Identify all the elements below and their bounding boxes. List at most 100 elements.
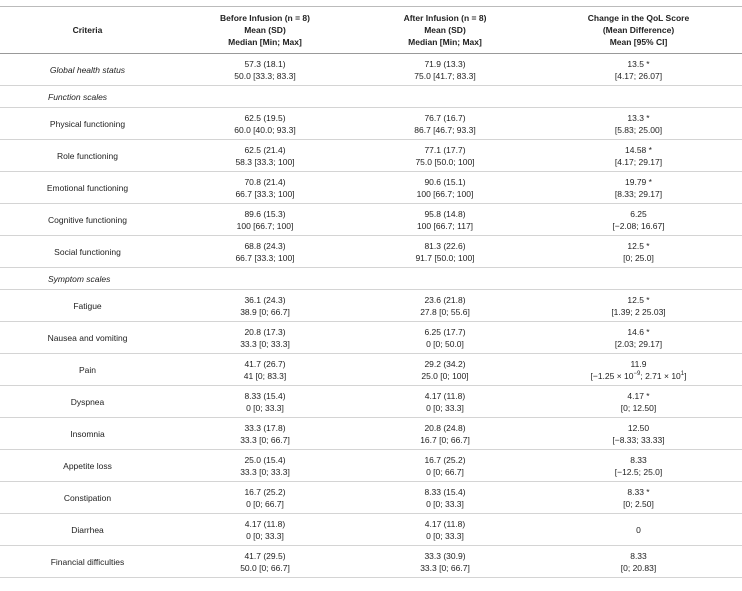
cell-line: 91.7 [50.0; 100] [415, 252, 475, 263]
cell-line: 13.3 * [627, 112, 650, 123]
text-part: ; 2.71 × 10 [640, 370, 681, 381]
cell-line: Change in the QoL Score [587, 13, 690, 23]
value-cell: 8.33 (15.4) 0 [0; 33.3] [175, 385, 355, 418]
cell-line: Mean (SD) [244, 25, 286, 35]
table-row: Social functioning 68.8 (24.3) 66.7 [33.3;… [0, 235, 742, 268]
criteria-cell: Dyspnea [0, 385, 175, 418]
value-cell: 89.6 (15.3) 100 [66.7; 100] [175, 203, 355, 236]
cell-line: 33.3 (17.8) [244, 422, 286, 433]
criteria-cell: Appetite loss [0, 449, 175, 482]
criteria-cell: Nausea and vomiting [0, 321, 175, 354]
cell-line: [−1.25 × 10−9; 2.71 × 101] [535, 370, 742, 382]
table-row: Physical functioning 62.5 (19.5) 60.0 [40.… [0, 107, 742, 140]
table-row: Constipation 16.7 (25.2) 0 [0; 66.7] 8.33 (… [0, 481, 742, 514]
table-row: Insomnia 33.3 (17.8) 33.3 [0; 66.7] 20.8 (2… [0, 417, 742, 450]
cell-line: 41.7 (26.7) [244, 358, 286, 369]
value-cell: 62.5 (21.4) 58.3 [33.3; 100] [175, 139, 355, 172]
header-row: Criteria Before Infusion (n = 8) Mean (SD)… [0, 6, 742, 54]
cell-line: 33.3 [0; 66.7] [420, 562, 470, 573]
cell-line: 6.25 (17.7) [424, 326, 466, 337]
cell-line: 4.17 (11.8) [424, 518, 466, 529]
criteria-cell: Pain [0, 353, 175, 386]
section-label: Symptom scales [0, 267, 742, 290]
cell-line: [4.17; 29.17] [614, 156, 663, 167]
cell-line: 25.0 (15.4) [244, 454, 286, 465]
cell-line: [2.03; 29.17] [614, 338, 663, 349]
cell-line: 0 [0; 66.7] [426, 466, 464, 477]
cell-line: 23.6 (21.8) [424, 294, 466, 305]
table-row: Global health status 57.3 (18.1) 50.0 [33.… [0, 53, 742, 86]
value-cell: 41.7 (26.7) 41 [0; 83.3] [175, 353, 355, 386]
value-cell: 8.33 [0; 20.83] [535, 545, 742, 578]
cell-line: 70.8 (21.4) [244, 176, 286, 187]
cell-line: 62.5 (19.5) [244, 112, 286, 123]
cell-line: 20.8 (17.3) [244, 326, 286, 337]
value-cell: 20.8 (17.3) 33.3 [0; 33.3] [175, 321, 355, 354]
criteria-cell: Physical functioning [0, 107, 175, 140]
value-cell: 68.8 (24.3) 66.7 [33.3; 100] [175, 235, 355, 268]
cell-line: 29.2 (34.2) [424, 358, 466, 369]
value-cell: 8.33 * [0; 2.50] [535, 481, 742, 514]
value-cell: 12.50 [−8.33; 33.33] [535, 417, 742, 450]
cell-line: 50.0 [33.3; 83.3] [234, 70, 296, 81]
cell-line: [−2.08; 16.67] [612, 220, 665, 231]
cell-line: Median [Min; Max] [228, 37, 302, 47]
cell-line: [1.39; 2 25.03] [611, 306, 666, 317]
cell-line: 33.3 [0; 33.3] [240, 338, 290, 349]
table-row: Function scales [0, 85, 742, 108]
value-cell: 6.25 [−2.08; 16.67] [535, 203, 742, 236]
superscript: 1 [680, 370, 685, 377]
table-row: Dyspnea 8.33 (15.4) 0 [0; 33.3] 4.17 (11.8)… [0, 385, 742, 418]
value-cell: 25.0 (15.4) 33.3 [0; 33.3] [175, 449, 355, 482]
cell-line: 41.7 (29.5) [244, 550, 286, 561]
cell-line: [4.17; 26.07] [614, 70, 663, 81]
cell-line: 75.0 [41.7; 83.3] [414, 70, 476, 81]
value-cell: 13.3 * [5.83; 25.00] [535, 107, 742, 140]
value-cell: 57.3 (18.1) 50.0 [33.3; 83.3] [175, 53, 355, 86]
value-cell: 12.5 * [0; 25.0] [535, 235, 742, 268]
criteria-cell: Insomnia [0, 417, 175, 450]
value-cell: 77.1 (17.7) 75.0 [50.0; 100] [355, 139, 535, 172]
cell-line: 86.7 [46.7; 93.3] [414, 124, 476, 135]
value-cell: 76.7 (16.7) 86.7 [46.7; 93.3] [355, 107, 535, 140]
cell-line: 0 [0; 33.3] [426, 402, 464, 413]
cell-line: 58.3 [33.3; 100] [235, 156, 295, 167]
cell-line: 11.9 [630, 358, 647, 369]
cell-line: 66.7 [33.3; 100] [235, 252, 295, 263]
cell-line: [0; 20.83] [620, 562, 657, 573]
cell-line: 38.9 [0; 66.7] [240, 306, 290, 317]
value-cell: 4.17 (11.8) 0 [0; 33.3] [355, 385, 535, 418]
cell-line: [5.83; 25.00] [614, 124, 663, 135]
cell-line: [0; 12.50] [620, 402, 657, 413]
table-row: Symptom scales [0, 267, 742, 290]
value-cell: 23.6 (21.8) 27.8 [0; 55.6] [355, 289, 535, 322]
cell-line: 60.0 [40.0; 93.3] [234, 124, 296, 135]
value-cell: 8.33 (15.4) 0 [0; 33.3] [355, 481, 535, 514]
cell-line: 76.7 (16.7) [424, 112, 466, 123]
cell-line: [8.33; 29.17] [614, 188, 663, 199]
text-part: [−1.25 × 10 [590, 370, 634, 381]
value-cell: 95.8 (14.8) 100 [66.7; 117] [355, 203, 535, 236]
cell-line: 16.7 (25.2) [244, 486, 286, 497]
cell-line: [−12.5; 25.0] [614, 466, 663, 477]
cell-line: 36.1 (24.3) [244, 294, 286, 305]
value-cell: 0 [535, 513, 742, 546]
header-cell: Change in the QoL Score (Mean Difference)… [535, 6, 742, 54]
superscript: −9 [633, 370, 641, 377]
cell-line: 68.8 (24.3) [244, 240, 286, 251]
value-cell: 29.2 (34.2) 25.0 [0; 100] [355, 353, 535, 386]
value-cell: 12.5 * [1.39; 2 25.03] [535, 289, 742, 322]
table-row: Cognitive functioning 89.6 (15.3) 100 [66.… [0, 203, 742, 236]
criteria-cell: Emotional functioning [0, 171, 175, 204]
cell-line: 25.0 [0; 100] [421, 370, 469, 381]
value-cell: 14.58 * [4.17; 29.17] [535, 139, 742, 172]
cell-line: 90.6 (15.1) [424, 176, 466, 187]
criteria-cell: Global health status [0, 53, 175, 86]
value-cell: 14.6 * [2.03; 29.17] [535, 321, 742, 354]
table-row: Fatigue 36.1 (24.3) 38.9 [0; 66.7] 23.6 (21… [0, 289, 742, 322]
cell-line: 6.25 [630, 208, 647, 219]
cell-line: 14.58 * [625, 144, 652, 155]
value-cell: 8.33 [−12.5; 25.0] [535, 449, 742, 482]
value-cell: 36.1 (24.3) 38.9 [0; 66.7] [175, 289, 355, 322]
cell-line: 33.3 (30.9) [424, 550, 466, 561]
